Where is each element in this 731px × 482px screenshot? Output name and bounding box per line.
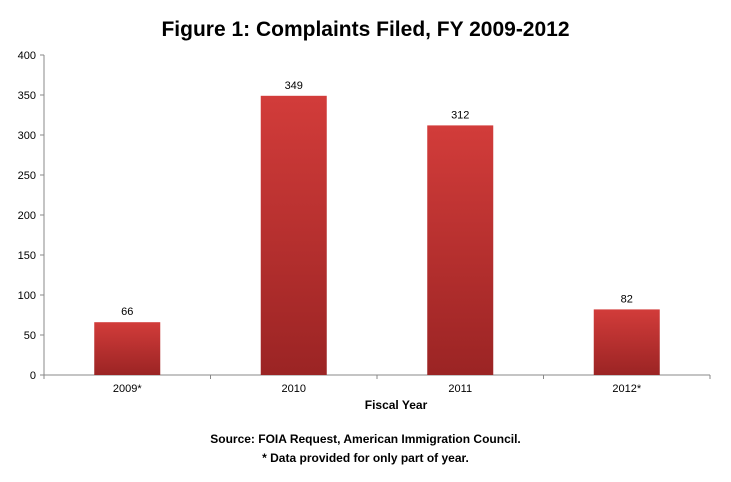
bar-2012 [593, 309, 660, 375]
y-tick-label: 100 [18, 290, 36, 302]
y-tick-label: 350 [18, 90, 36, 102]
partial-year-footnote: * Data provided for only part of year. [262, 451, 469, 465]
y-tick-label: 400 [18, 50, 36, 62]
x-tick-label: 2010 [282, 383, 306, 395]
chart-title: Figure 1: Complaints Filed, FY 2009-2012 [161, 18, 570, 41]
bar-value-label: 312 [451, 109, 469, 121]
y-tick-label: 250 [18, 170, 36, 182]
y-tick-label: 150 [18, 250, 36, 262]
x-tick-label: 2012* [612, 383, 641, 395]
bar-2011 [427, 125, 494, 376]
y-tick-label: 200 [18, 210, 36, 222]
bar-2009 [94, 322, 161, 375]
x-tick-label: 2009* [113, 383, 142, 395]
bar-value-label: 82 [621, 293, 633, 305]
source-footnote: Source: FOIA Request, American Immigrati… [210, 432, 521, 446]
y-tick-label: 50 [24, 330, 36, 342]
bar-value-label: 66 [121, 306, 133, 318]
bar-value-label: 349 [285, 80, 303, 92]
x-tick-label: 2011 [448, 383, 472, 395]
bar-2010 [260, 95, 327, 376]
y-tick-label: 0 [30, 370, 36, 382]
y-tick-label: 300 [18, 130, 36, 142]
x-axis-title: Fiscal Year [365, 398, 428, 412]
